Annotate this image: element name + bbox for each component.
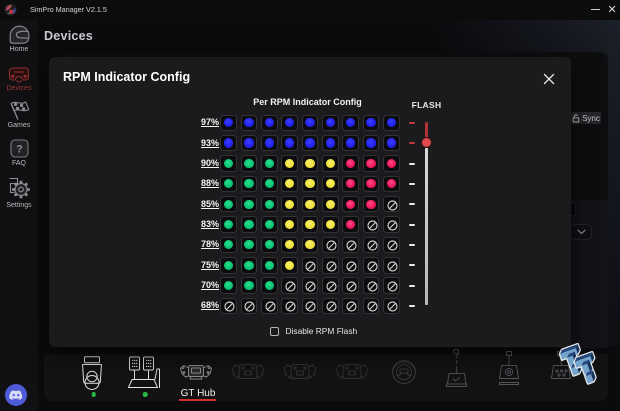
svg-text:?: ? (16, 143, 23, 155)
